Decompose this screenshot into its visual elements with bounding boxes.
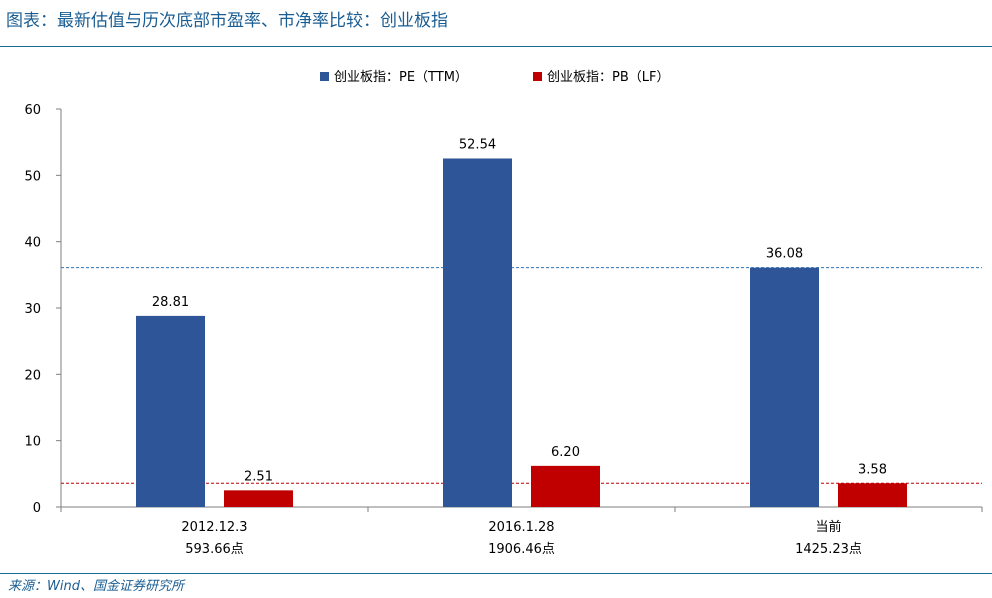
data-label: 52.54 bbox=[459, 137, 496, 152]
data-labels: 28.81 2.51 52.54 6.20 36.08 3.58 bbox=[152, 137, 887, 484]
bar bbox=[443, 158, 512, 507]
source-note: 来源：Wind、国金证券研究所 bbox=[8, 579, 184, 594]
legend-swatch-pe bbox=[320, 72, 329, 81]
x-tick-label: 当前 bbox=[815, 519, 841, 535]
y-tick-label: 60 bbox=[24, 103, 41, 118]
x-tick-label: 2012.12.3 bbox=[181, 520, 247, 535]
y-axis: 0 10 20 30 40 50 60 bbox=[24, 103, 62, 516]
data-label: 3.58 bbox=[858, 462, 887, 477]
reference-lines bbox=[61, 267, 982, 484]
bar bbox=[136, 315, 205, 507]
x-tick-label: 2016.1.28 bbox=[488, 520, 554, 535]
bar bbox=[224, 490, 293, 507]
data-label: 28.81 bbox=[152, 295, 189, 310]
chart-title: 图表：最新估值与历次底部市盈率、市净率比较：创业板指 bbox=[6, 11, 448, 31]
legend-item-pe: 创业板指：PE（TTM） bbox=[320, 70, 468, 85]
x-tick-label: 1425.23点 bbox=[795, 542, 862, 557]
y-tick-label: 10 bbox=[24, 435, 41, 450]
y-tick-label: 40 bbox=[24, 236, 41, 251]
legend: 创业板指：PE（TTM） 创业板指：PB（LF） bbox=[320, 70, 669, 85]
bar bbox=[531, 465, 600, 507]
bar bbox=[838, 483, 907, 507]
footer-divider bbox=[0, 573, 992, 574]
data-label: 2.51 bbox=[244, 469, 273, 484]
x-tick-label: 1906.46点 bbox=[488, 542, 555, 557]
y-tick-label: 30 bbox=[24, 302, 41, 317]
data-label: 6.20 bbox=[551, 445, 580, 460]
data-label: 36.08 bbox=[766, 247, 803, 262]
x-axis bbox=[60, 506, 983, 512]
bar bbox=[750, 267, 819, 507]
legend-label-pe: 创业板指：PE（TTM） bbox=[334, 70, 468, 85]
bars bbox=[136, 158, 907, 507]
legend-swatch-pb bbox=[533, 72, 542, 81]
x-tick-labels: 2012.12.3 593.66点 2016.1.28 1906.46点 当前 1425.… bbox=[181, 519, 861, 557]
x-tick-label: 593.66点 bbox=[185, 542, 244, 557]
y-tick-label: 0 bbox=[33, 501, 41, 516]
header-divider bbox=[0, 46, 992, 47]
legend-label-pb: 创业板指：PB（LF） bbox=[547, 70, 669, 85]
legend-item-pb: 创业板指：PB（LF） bbox=[533, 70, 669, 85]
y-tick-label: 50 bbox=[24, 169, 41, 184]
y-tick-label: 20 bbox=[24, 368, 41, 383]
